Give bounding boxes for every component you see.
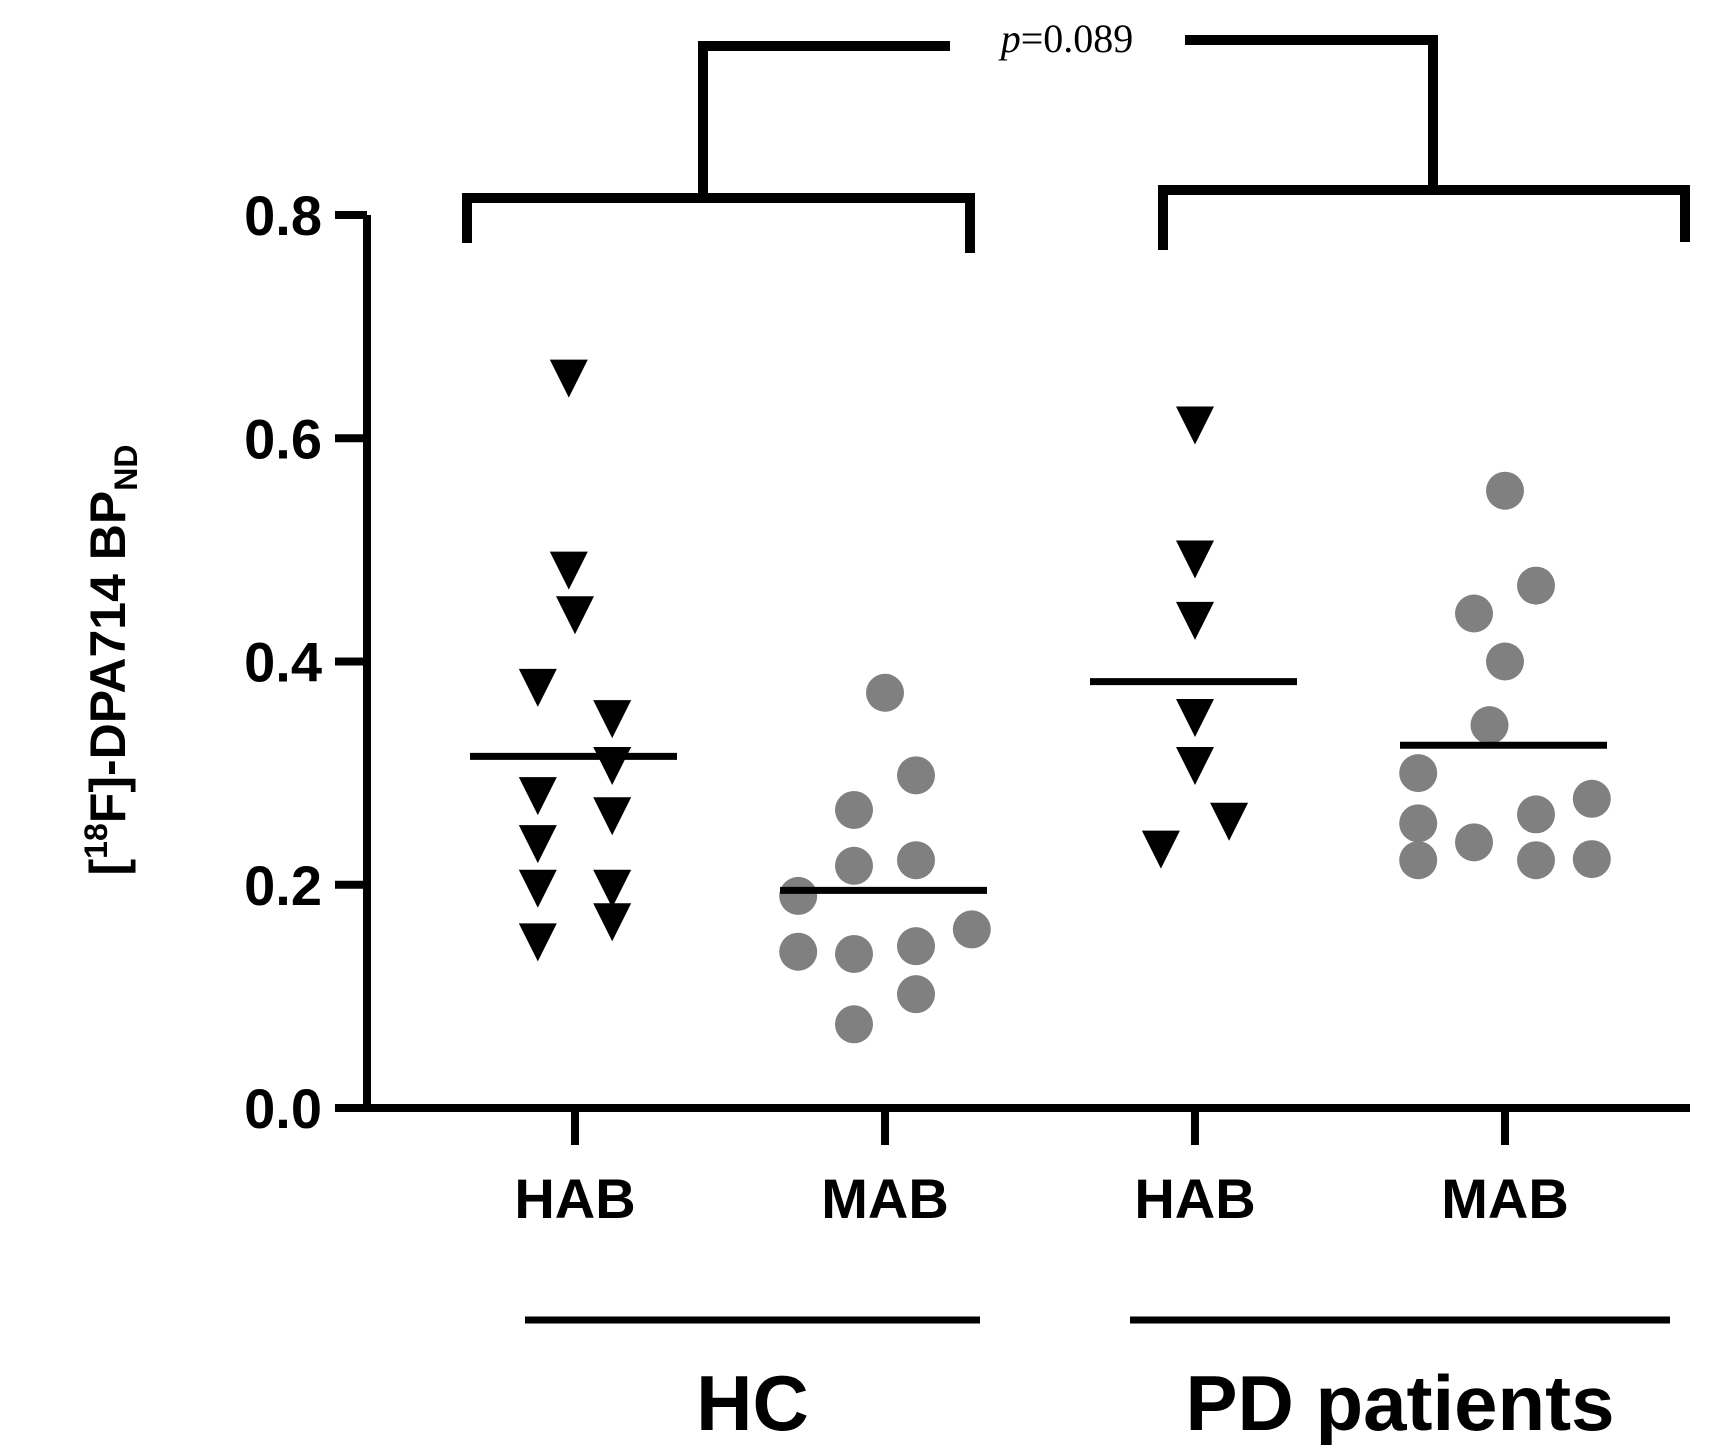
- data-point-triangle: [1176, 540, 1214, 579]
- group-label: HC: [696, 1359, 809, 1445]
- data-point-triangle: [1176, 406, 1214, 445]
- y-label-superscript: 18: [78, 823, 114, 859]
- data-point-triangle: [518, 923, 557, 962]
- y-tick-label: 0.0: [244, 1077, 322, 1140]
- y-tick-label: 0.6: [244, 407, 322, 470]
- data-point-triangle: [1141, 830, 1180, 869]
- y-tick-label: 0.4: [244, 631, 322, 694]
- data-point-triangle: [593, 700, 632, 739]
- y-label-bracket: [: [80, 858, 136, 875]
- y-label-main: F]-DPA714 BP: [80, 491, 136, 823]
- x-category-label: HAB: [1134, 1167, 1255, 1230]
- data-point-circle: [835, 1005, 873, 1044]
- data-point-triangle: [593, 869, 632, 908]
- y-tick-label: 0.8: [244, 184, 322, 247]
- data-point-circle: [1399, 754, 1438, 793]
- data-point-circle: [779, 876, 818, 915]
- data-point-circle: [1455, 594, 1493, 633]
- data-point-circle: [1486, 471, 1524, 510]
- data-point-circle: [897, 975, 935, 1014]
- data-points: [518, 359, 1611, 1044]
- significance-brackets: [462, 35, 1690, 253]
- data-point-circle: [835, 790, 873, 829]
- pd-bracket-stem: [1185, 35, 1438, 190]
- data-point-triangle: [593, 746, 632, 785]
- y-tick-label: 0.2: [244, 854, 322, 917]
- data-point-triangle: [593, 903, 632, 942]
- data-point-triangle: [556, 596, 594, 635]
- data-point-circle: [897, 756, 935, 795]
- data-point-circle: [866, 673, 904, 712]
- data-point-triangle: [593, 797, 632, 836]
- data-point-circle: [1517, 795, 1555, 834]
- p-value-text: =0.089: [1021, 16, 1134, 61]
- data-point-circle: [1399, 841, 1438, 880]
- data-point-triangle: [518, 668, 557, 707]
- data-point-triangle: [518, 869, 557, 908]
- data-point-circle: [897, 927, 935, 966]
- data-point-triangle: [518, 825, 557, 864]
- pd-bracket: [1158, 185, 1690, 250]
- x-categories: HAB MAB HAB MAB: [514, 1108, 1569, 1230]
- data-point-triangle: [518, 777, 557, 816]
- data-point-circle: [897, 841, 935, 880]
- p-value-italic: p: [998, 16, 1021, 61]
- group-label: PD patients: [1185, 1359, 1614, 1445]
- mean-lines: [470, 678, 1607, 894]
- data-point-circle: [1399, 804, 1438, 843]
- x-category-label: HAB: [514, 1167, 635, 1230]
- y-ticks: 0.0 0.2 0.4 0.6 0.8: [244, 184, 367, 1140]
- x-category-label: MAB: [821, 1167, 949, 1230]
- data-point-triangle: [549, 359, 588, 398]
- data-point-circle: [1486, 642, 1524, 681]
- data-point-circle: [1455, 823, 1493, 862]
- data-point-circle: [1470, 706, 1509, 745]
- data-point-circle: [835, 846, 873, 885]
- y-axis-label: [18F]-DPA714 BPND: [78, 445, 144, 876]
- data-point-triangle: [1176, 698, 1214, 737]
- data-point-circle: [779, 932, 818, 971]
- y-label-subscript: ND: [108, 445, 144, 491]
- group-labels: HC PD patients: [525, 1316, 1670, 1445]
- data-point-triangle: [549, 551, 588, 590]
- data-point-circle: [1572, 779, 1611, 818]
- data-point-circle: [1572, 840, 1611, 879]
- data-point-triangle: [1210, 802, 1249, 841]
- hc-bracket-stem: [698, 41, 950, 198]
- p-value-annotation: p=0.089: [998, 16, 1134, 61]
- data-point-circle: [1517, 841, 1555, 880]
- data-point-circle: [835, 934, 873, 973]
- data-point-triangle: [1176, 601, 1214, 640]
- x-category-label: MAB: [1441, 1167, 1569, 1230]
- data-point-circle: [1517, 566, 1555, 605]
- hc-bracket: [462, 193, 975, 253]
- data-point-triangle: [1176, 746, 1214, 785]
- data-point-circle: [952, 910, 991, 949]
